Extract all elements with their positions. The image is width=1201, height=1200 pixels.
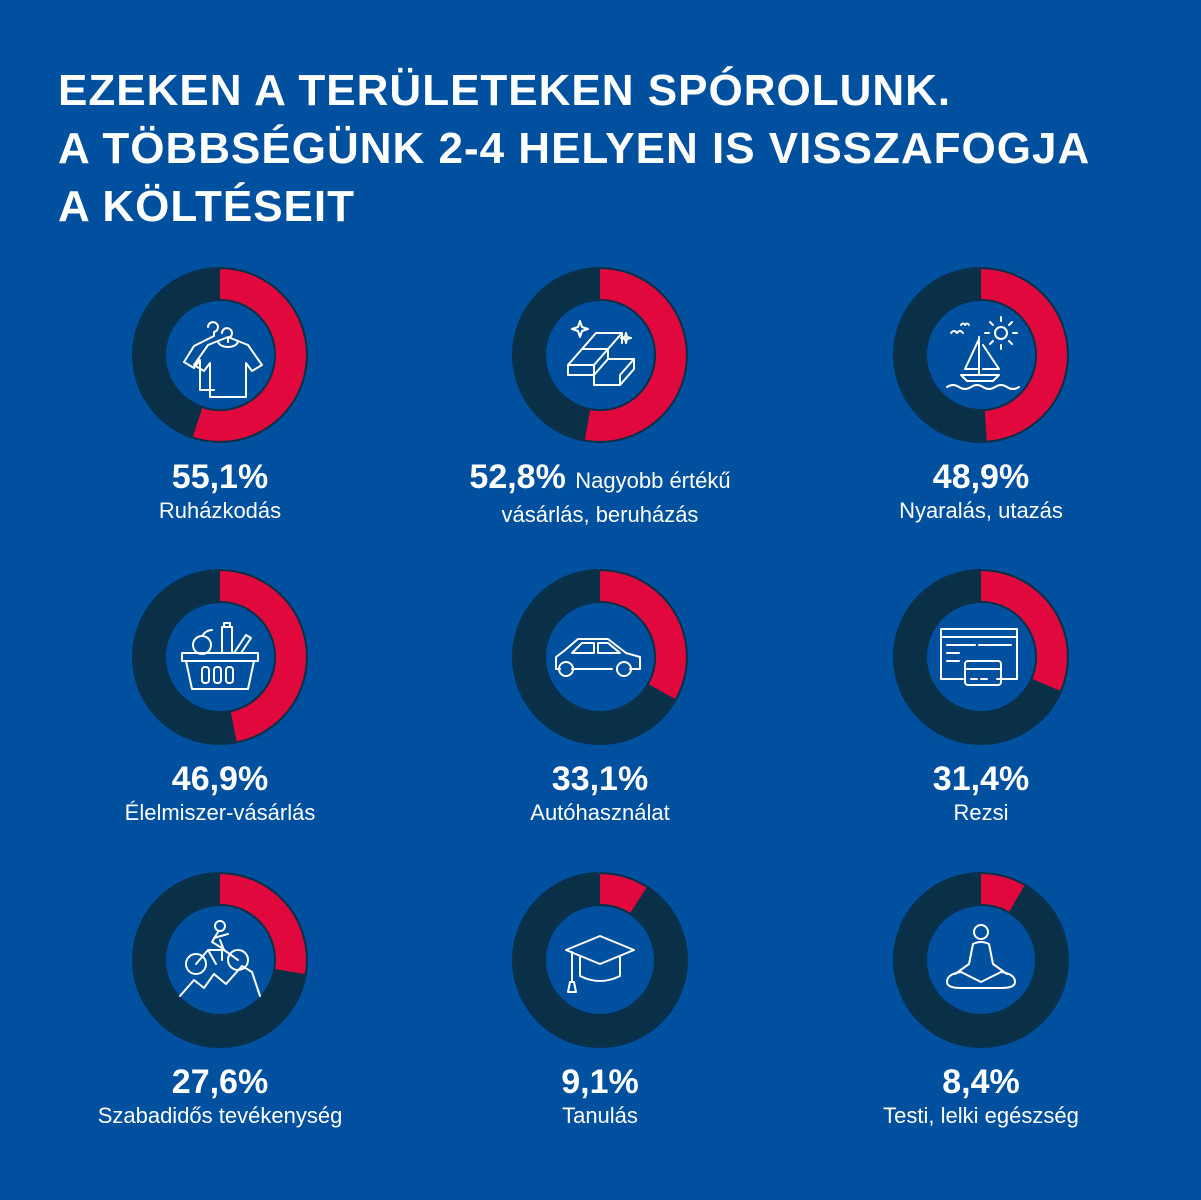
category-label: Rezsi <box>953 800 1009 825</box>
percent-value: 48,9% <box>791 459 1171 495</box>
category-label: vásárlás, beruházás <box>501 502 699 527</box>
percent-text: 8,4% <box>942 1063 1020 1101</box>
meditation-icon <box>946 924 1016 989</box>
sailboat-sun-icon <box>946 316 1020 390</box>
donut-outline <box>164 601 276 713</box>
donut-chart <box>893 872 1069 1048</box>
percent-value: 27,6% <box>30 1064 410 1100</box>
percent-value: 9,1% <box>410 1064 790 1100</box>
donut-chart <box>512 267 688 443</box>
percent-value: 33,1% <box>410 761 790 797</box>
donut-chart <box>132 872 308 1048</box>
donut-share-arc <box>134 269 306 441</box>
category-label: Szabadidős tevékenység <box>97 1103 343 1128</box>
donut-remainder <box>895 874 1067 1046</box>
donut-item: 31,4% Rezsi <box>791 567 1171 829</box>
mountain-bike-icon <box>179 920 261 997</box>
donut-share-arc <box>134 874 306 1046</box>
donut-outline <box>512 569 688 745</box>
donut-share-arc <box>895 874 1067 1046</box>
donut-item: 46,9% Élelmiszer-vásárlás <box>30 567 410 829</box>
donut-chart <box>132 569 308 745</box>
graduation-cap-icon <box>565 935 635 993</box>
title-line: EZEKEN A TERÜLETEKEN SPÓROLUNK. <box>58 66 952 115</box>
donut-outline <box>544 904 656 1016</box>
category-label: Ruházkodás <box>158 498 282 523</box>
page-title: EZEKEN A TERÜLETEKEN SPÓROLUNK. A TÖBBSÉ… <box>58 62 1090 236</box>
category-label: Testi, lelki egészség <box>883 1103 1079 1128</box>
donut-chart <box>512 569 688 745</box>
shopping-basket-icon <box>181 622 259 690</box>
donut-item: 27,6% Szabadidős tevékenység <box>30 870 410 1132</box>
percent-value: 52,8% Nagyobb értékű <box>410 459 790 499</box>
donut-outline <box>512 267 688 443</box>
donut-outline <box>893 872 1069 1048</box>
donut-outline <box>164 299 276 411</box>
donut-outline <box>512 872 688 1048</box>
donut-share-arc <box>514 874 686 1046</box>
donut-share-arc <box>514 571 686 743</box>
donut-chart <box>132 267 308 443</box>
percent-text: 27,6% <box>171 1063 269 1101</box>
donut-outline <box>132 872 308 1048</box>
donut-chart <box>893 267 1069 443</box>
title-line: A KÖLTÉSEIT <box>58 182 355 231</box>
donut-outline <box>925 299 1037 411</box>
donut-share-arc <box>134 571 306 743</box>
donut-chart <box>512 872 688 1048</box>
category-label-inline: Nagyobb értékű <box>575 468 731 493</box>
donut-chart <box>893 569 1069 745</box>
category-label: Élelmiszer-vásárlás <box>124 800 316 825</box>
percent-value: 31,4% <box>791 761 1171 797</box>
percent-text: 31,4% <box>932 760 1030 798</box>
donut-outline <box>164 904 276 1016</box>
percent-text: 48,9% <box>932 458 1030 496</box>
donut-outline <box>544 601 656 713</box>
percent-value: 55,1% <box>30 459 410 495</box>
bill-card-icon <box>940 628 1018 686</box>
category-label: Tanulás <box>562 1103 638 1128</box>
percent-text: 46,9% <box>171 760 269 798</box>
donut-item: 8,4% Testi, lelki egészség <box>791 870 1171 1132</box>
clothes-hanger-icon <box>183 321 263 398</box>
percent-value: 8,4% <box>791 1064 1171 1100</box>
percent-text: 9,1% <box>561 1063 639 1101</box>
category-label: Autóhasználat <box>530 800 670 825</box>
donut-item: 9,1% Tanulás <box>410 870 790 1132</box>
car-icon <box>555 638 641 677</box>
category-label: Nyaralás, utazás <box>899 498 1063 523</box>
donut-share-arc <box>514 269 686 441</box>
percent-text: 52,8% <box>469 458 566 496</box>
donut-outline <box>925 904 1037 1016</box>
donut-outline <box>544 299 656 411</box>
donut-share-arc <box>895 269 1067 441</box>
title-line: A TÖBBSÉGÜNK 2-4 HELYEN IS VISSZAFOGJA <box>58 124 1091 173</box>
donut-item: 48,9% Nyaralás, utazás <box>791 265 1171 527</box>
donut-outline <box>925 601 1037 713</box>
donut-outline <box>893 569 1069 745</box>
percent-text: 33,1% <box>551 760 649 798</box>
percent-text: 55,1% <box>171 458 269 496</box>
gold-bars-icon <box>567 320 635 386</box>
donut-outline <box>132 267 308 443</box>
donut-item: 52,8% Nagyobb értékű vásárlás, beruházás <box>410 265 790 531</box>
donut-outline <box>132 569 308 745</box>
donut-remainder <box>514 874 686 1046</box>
donut-item: 33,1% Autóhasználat <box>410 567 790 829</box>
donut-share-arc <box>895 571 1067 743</box>
percent-value: 46,9% <box>30 761 410 797</box>
donut-outline <box>893 267 1069 443</box>
donut-item: 55,1% Ruházkodás <box>30 265 410 527</box>
